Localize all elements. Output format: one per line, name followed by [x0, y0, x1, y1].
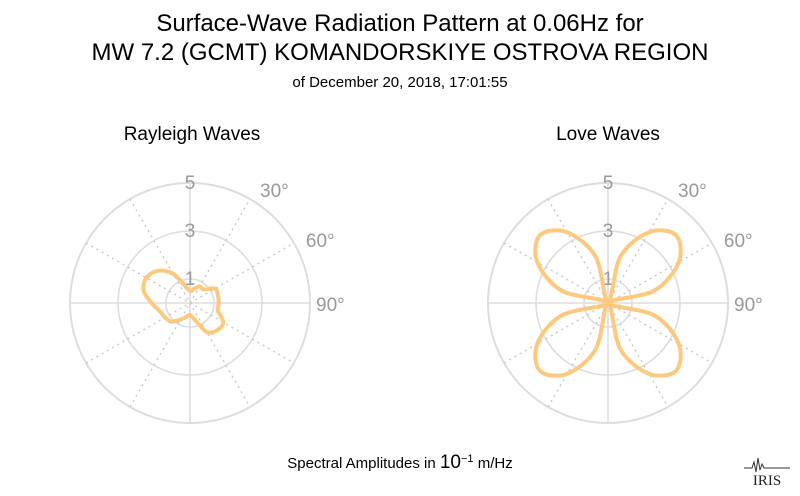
units-exponent: −1 — [461, 453, 474, 465]
love-radial-tick-label: 5 — [603, 173, 614, 194]
love-angle-tick-label: 60° — [724, 231, 753, 252]
svg-text:IRIS: IRIS — [753, 473, 781, 489]
rayleigh-panel-title: Rayleigh Waves — [124, 124, 261, 145]
iris-logo: IRIS — [744, 457, 790, 489]
chart-title-line-1: Surface-Wave Radiation Pattern at 0.06Hz… — [156, 10, 644, 37]
rayleigh-angle-tick-label: 60° — [306, 231, 335, 252]
units-base: 10 — [439, 452, 461, 473]
rayleigh-radial-tick-label: 3 — [185, 221, 196, 242]
love-radial-tick-label: 3 — [603, 221, 614, 242]
rayleigh-radial-tick-label: 1 — [185, 269, 196, 290]
units-suffix: m/Hz — [473, 455, 513, 472]
rayleigh-radiation-curve — [141, 268, 226, 335]
love-angle-tick-label: 30° — [678, 181, 707, 202]
love-panel-title: Love Waves — [556, 124, 660, 145]
love-angle-tick-label: 90° — [734, 295, 763, 316]
rayleigh-radial-tick-label: 5 — [185, 173, 196, 194]
love-radial-tick-label: 1 — [603, 269, 614, 290]
rayleigh-spoke — [129, 198, 251, 408]
rayleigh-angle-tick-label: 90° — [316, 295, 345, 316]
rayleigh-angle-tick-label: 30° — [260, 181, 289, 202]
units-prefix: Spectral Amplitudes in — [287, 455, 440, 472]
amplitude-units-caption: Spectral Amplitudes in 10−1 m/Hz — [0, 452, 800, 474]
chart-subtitle: of December 20, 2018, 17:01:55 — [292, 74, 508, 91]
chart-title-line-2: MW 7.2 (GCMT) KOMANDORSKIYE OSTROVA REGI… — [91, 39, 709, 66]
love-radiation-curve — [533, 228, 683, 378]
